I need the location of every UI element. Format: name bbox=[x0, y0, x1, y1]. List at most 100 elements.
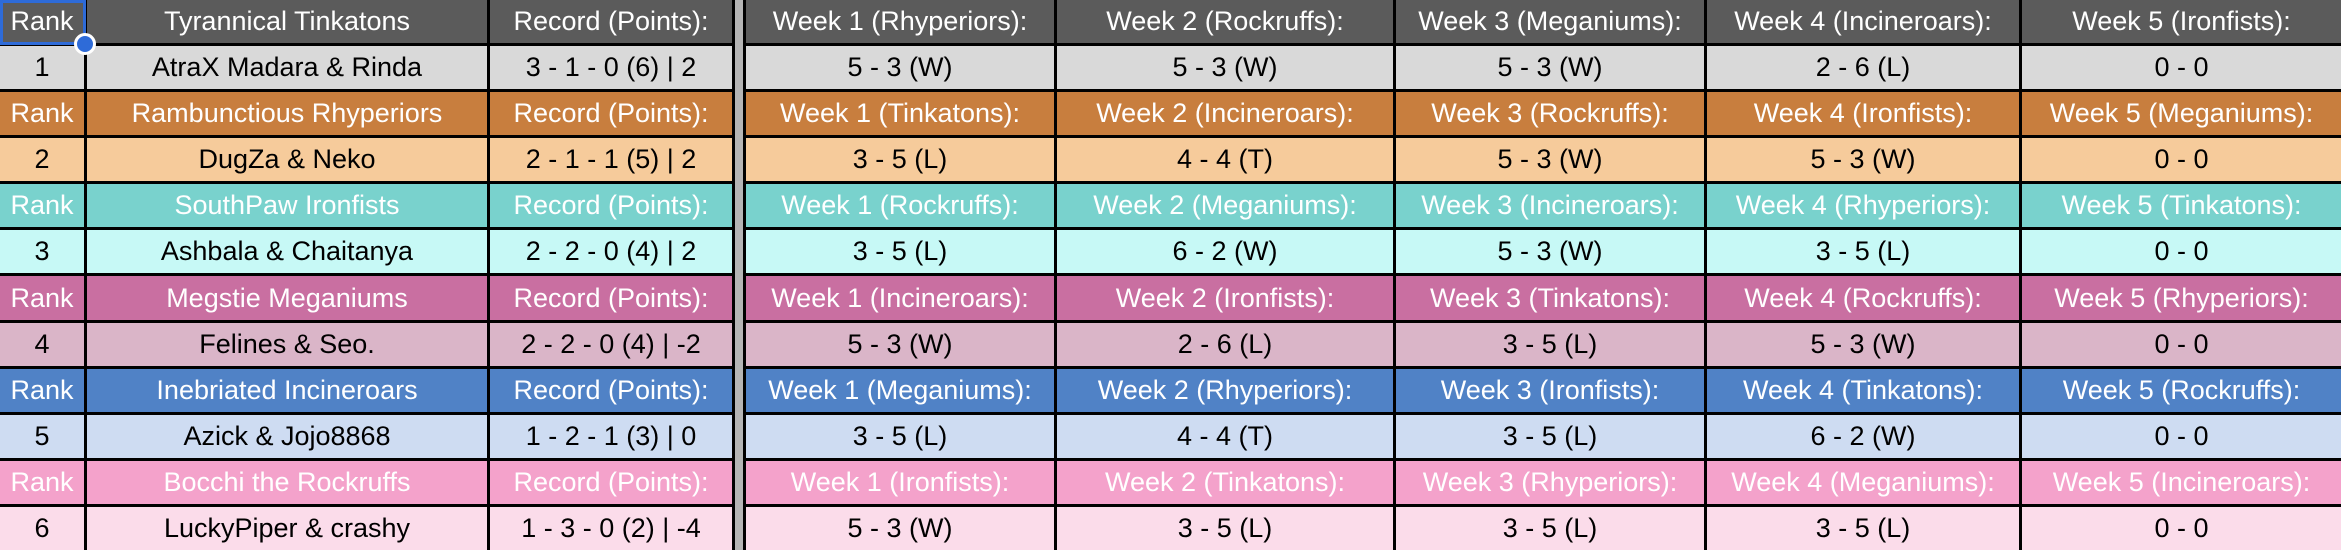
team-name-header-cell[interactable]: Megstie Meganiums bbox=[87, 276, 487, 320]
selected-cell-outline bbox=[0, 0, 86, 46]
week-header-cell[interactable]: Week 1 (Rhyperiors): bbox=[746, 0, 1054, 44]
rank-header-cell[interactable]: Rank bbox=[0, 92, 84, 136]
week-header-cell[interactable]: Week 1 (Ironfists): bbox=[746, 460, 1054, 504]
week-result-cell[interactable]: 4 - 4 (T) bbox=[1057, 138, 1393, 182]
record-cell[interactable]: 1 - 2 - 1 (3) | 0 bbox=[490, 414, 732, 458]
players-cell[interactable]: LuckyPiper & crashy bbox=[87, 506, 487, 550]
week-header-cell[interactable]: Week 1 (Meganiums): bbox=[746, 368, 1054, 412]
week-result-cell[interactable]: 2 - 6 (L) bbox=[1057, 322, 1393, 366]
team-name-header-cell[interactable]: Tyrannical Tinkatons bbox=[87, 0, 487, 44]
week-result-cell[interactable]: 0 - 0 bbox=[2022, 230, 2341, 274]
week-header-cell[interactable]: Week 3 (Rockruffs): bbox=[1396, 92, 1704, 136]
team-name-header-cell[interactable]: Inebriated Incineroars bbox=[87, 368, 487, 412]
players-cell[interactable]: Azick & Jojo8868 bbox=[87, 414, 487, 458]
team-name-header-cell[interactable]: Rambunctious Rhyperiors bbox=[87, 92, 487, 136]
week-header-cell[interactable]: Week 5 (Ironfists): bbox=[2022, 0, 2341, 44]
team-name-header-cell[interactable]: Bocchi the Rockruffs bbox=[87, 460, 487, 504]
week-header-cell[interactable]: Week 4 (Rockruffs): bbox=[1707, 276, 2019, 320]
selection-handle[interactable] bbox=[74, 33, 96, 56]
week-result-cell[interactable]: 0 - 0 bbox=[2022, 138, 2341, 182]
week-header-cell[interactable]: Week 5 (Meganiums): bbox=[2022, 92, 2341, 136]
players-cell[interactable]: DugZa & Neko bbox=[87, 138, 487, 182]
week-header-cell[interactable]: Week 1 (Rockruffs): bbox=[746, 184, 1054, 228]
week-result-cell[interactable]: 5 - 3 (W) bbox=[1396, 46, 1704, 90]
week-result-cell[interactable]: 0 - 0 bbox=[2022, 414, 2341, 458]
record-header-cell[interactable]: Record (Points): bbox=[490, 276, 732, 320]
week-result-cell[interactable]: 3 - 5 (L) bbox=[1396, 322, 1704, 366]
week-result-cell[interactable]: 5 - 3 (W) bbox=[746, 506, 1054, 550]
week-result-cell[interactable]: 3 - 5 (L) bbox=[746, 414, 1054, 458]
record-cell[interactable]: 2 - 2 - 0 (4) | 2 bbox=[490, 230, 732, 274]
week-header-cell[interactable]: Week 4 (Ironfists): bbox=[1707, 92, 2019, 136]
week-header-cell[interactable]: Week 3 (Meganiums): bbox=[1396, 0, 1704, 44]
rank-header-cell[interactable]: Rank bbox=[0, 184, 84, 228]
week-result-cell[interactable]: 3 - 5 (L) bbox=[1057, 506, 1393, 550]
week-header-cell[interactable]: Week 1 (Tinkatons): bbox=[746, 92, 1054, 136]
record-cell[interactable]: 1 - 3 - 0 (2) | -4 bbox=[490, 506, 732, 550]
week-result-cell[interactable]: 0 - 0 bbox=[2022, 506, 2341, 550]
record-header-cell[interactable]: Record (Points): bbox=[490, 460, 732, 504]
week-result-cell[interactable]: 5 - 3 (W) bbox=[1396, 230, 1704, 274]
week-header-cell[interactable]: Week 3 (Tinkatons): bbox=[1396, 276, 1704, 320]
players-cell[interactable]: AtraX Madara & Rinda bbox=[87, 46, 487, 90]
rank-cell[interactable]: 3 bbox=[0, 230, 84, 274]
week-result-cell[interactable]: 0 - 0 bbox=[2022, 46, 2341, 90]
rank-header-cell[interactable]: Rank bbox=[0, 368, 84, 412]
record-header-cell[interactable]: Record (Points): bbox=[490, 184, 732, 228]
week-result-cell[interactable]: 5 - 3 (W) bbox=[1707, 322, 2019, 366]
rank-header-cell[interactable]: Rank bbox=[0, 0, 96, 56]
week-header-cell[interactable]: Week 4 (Incineroars): bbox=[1707, 0, 2019, 44]
week-result-cell[interactable]: 5 - 3 (W) bbox=[1057, 46, 1393, 90]
rank-header-cell[interactable]: Rank bbox=[0, 460, 84, 504]
rank-cell[interactable]: 5 bbox=[0, 414, 84, 458]
rank-cell[interactable]: 1 bbox=[0, 46, 84, 90]
week-result-cell[interactable]: 3 - 5 (L) bbox=[746, 138, 1054, 182]
record-header-cell[interactable]: Record (Points): bbox=[490, 0, 732, 44]
players-cell[interactable]: Felines & Seo. bbox=[87, 322, 487, 366]
week-result-cell[interactable]: 5 - 3 (W) bbox=[1396, 138, 1704, 182]
rank-cell[interactable]: 6 bbox=[0, 506, 84, 550]
week-header-cell[interactable]: Week 2 (Rhyperiors): bbox=[1057, 368, 1393, 412]
week-result-cell[interactable]: 3 - 5 (L) bbox=[1707, 506, 2019, 550]
week-header-cell[interactable]: Week 4 (Meganiums): bbox=[1707, 460, 2019, 504]
week-header-cell[interactable]: Week 3 (Ironfists): bbox=[1396, 368, 1704, 412]
rank-cell[interactable]: 2 bbox=[0, 138, 84, 182]
week-result-cell[interactable]: 6 - 2 (W) bbox=[1057, 230, 1393, 274]
week-result-cell[interactable]: 3 - 5 (L) bbox=[1396, 414, 1704, 458]
week-header-cell[interactable]: Week 5 (Tinkatons): bbox=[2022, 184, 2341, 228]
week-header-cell[interactable]: Week 2 (Meganiums): bbox=[1057, 184, 1393, 228]
week-header-cell[interactable]: Week 4 (Tinkatons): bbox=[1707, 368, 2019, 412]
record-cell[interactable]: 3 - 1 - 0 (6) | 2 bbox=[490, 46, 732, 90]
week-header-cell[interactable]: Week 2 (Rockruffs): bbox=[1057, 0, 1393, 44]
record-header-cell[interactable]: Record (Points): bbox=[490, 92, 732, 136]
week-header-cell[interactable]: Week 1 (Incineroars): bbox=[746, 276, 1054, 320]
rank-header-cell[interactable]: Rank bbox=[0, 276, 84, 320]
rank-cell[interactable]: 4 bbox=[0, 322, 84, 366]
week-header-cell[interactable]: Week 5 (Rhyperiors): bbox=[2022, 276, 2341, 320]
week-result-cell[interactable]: 5 - 3 (W) bbox=[746, 322, 1054, 366]
week-header-cell[interactable]: Week 5 (Incineroars): bbox=[2022, 460, 2341, 504]
team-name-header-cell[interactable]: SouthPaw Ironfists bbox=[87, 184, 487, 228]
week-header-cell[interactable]: Week 3 (Rhyperiors): bbox=[1396, 460, 1704, 504]
week-header-cell[interactable]: Week 4 (Rhyperiors): bbox=[1707, 184, 2019, 228]
week-header-cell[interactable]: Week 2 (Incineroars): bbox=[1057, 92, 1393, 136]
week-result-cell[interactable]: 3 - 5 (L) bbox=[1707, 230, 2019, 274]
week-result-cell[interactable]: 4 - 4 (T) bbox=[1057, 414, 1393, 458]
week-result-cell[interactable]: 5 - 3 (W) bbox=[1707, 138, 2019, 182]
record-cell[interactable]: 2 - 2 - 0 (4) | -2 bbox=[490, 322, 732, 366]
spreadsheet-right-grid: Week 1 (Rhyperiors): Week 2 (Rockruffs):… bbox=[746, 0, 2341, 550]
week-result-cell[interactable]: 5 - 3 (W) bbox=[746, 46, 1054, 90]
record-header-cell[interactable]: Record (Points): bbox=[490, 368, 732, 412]
week-result-cell[interactable]: 3 - 5 (L) bbox=[1396, 506, 1704, 550]
week-header-cell[interactable]: Week 3 (Incineroars): bbox=[1396, 184, 1704, 228]
record-cell[interactable]: 2 - 1 - 1 (5) | 2 bbox=[490, 138, 732, 182]
week-result-cell[interactable]: 6 - 2 (W) bbox=[1707, 414, 2019, 458]
week-header-cell[interactable]: Week 2 (Tinkatons): bbox=[1057, 460, 1393, 504]
players-cell[interactable]: Ashbala & Chaitanya bbox=[87, 230, 487, 274]
week-header-cell[interactable]: Week 5 (Rockruffs): bbox=[2022, 368, 2341, 412]
week-result-cell[interactable]: 3 - 5 (L) bbox=[746, 230, 1054, 274]
week-result-cell[interactable]: 2 - 6 (L) bbox=[1707, 46, 2019, 90]
column-spacer bbox=[732, 0, 746, 550]
week-result-cell[interactable]: 0 - 0 bbox=[2022, 322, 2341, 366]
week-header-cell[interactable]: Week 2 (Ironfists): bbox=[1057, 276, 1393, 320]
